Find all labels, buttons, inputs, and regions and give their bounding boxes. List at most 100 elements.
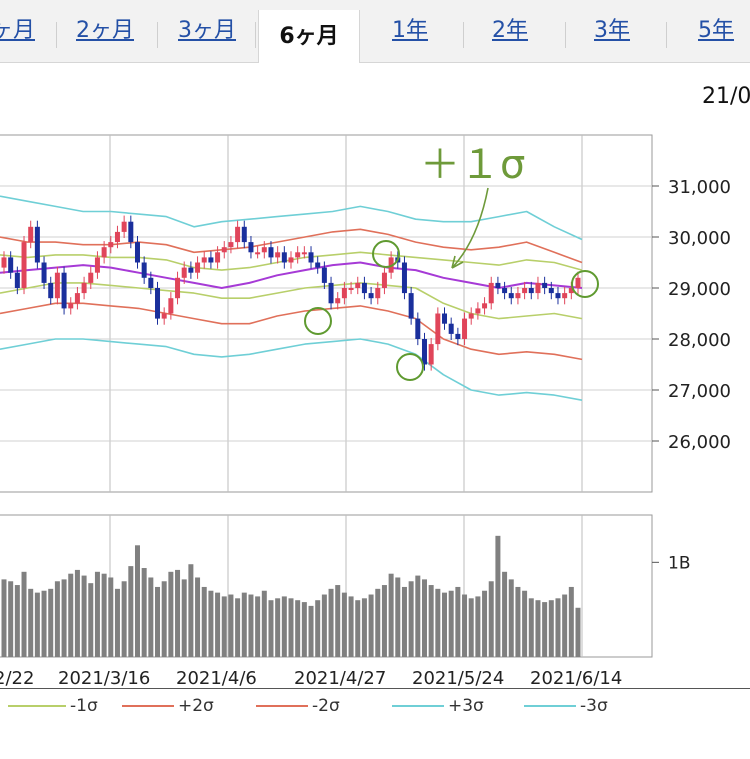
legend-label: -3σ — [580, 696, 608, 716]
candle-body — [141, 262, 147, 278]
candle-body — [81, 282, 87, 294]
volume-bar — [548, 600, 554, 657]
candle-body — [495, 282, 501, 288]
volume-bar — [68, 573, 74, 657]
band-line-plus2sigma — [0, 228, 583, 264]
candle-body — [555, 293, 561, 299]
y-tick-label: 26,000 — [668, 432, 731, 453]
volume-bar — [255, 596, 261, 657]
volume-bar — [148, 577, 154, 657]
tab-4[interactable]: 1年 — [392, 18, 428, 43]
volume-bar — [28, 588, 34, 657]
x-tick-label: 2021/4/27 — [294, 668, 386, 689]
latest-date-label: 21/0 — [702, 84, 750, 109]
volume-bar — [502, 571, 508, 657]
volume-bar — [562, 594, 568, 657]
volume-bar — [215, 592, 221, 657]
candle-body — [215, 252, 221, 263]
volume-bar — [381, 585, 387, 657]
candle-body — [208, 257, 214, 263]
volume-bar — [54, 581, 60, 657]
volume-bar — [442, 592, 448, 657]
volume-bar — [535, 600, 541, 657]
candle-body — [121, 221, 127, 232]
candle-body — [368, 293, 374, 299]
volume-bar — [361, 598, 367, 657]
candle-body — [401, 262, 407, 294]
candle-body — [188, 267, 194, 273]
legend-label: -1σ — [70, 696, 98, 716]
tab-separator — [463, 22, 464, 48]
tab-5[interactable]: 2年 — [492, 18, 528, 43]
tab-1[interactable]: 2ヶ月 — [76, 18, 134, 43]
candle-body — [341, 288, 347, 299]
volume-bar — [114, 588, 120, 657]
tab-separator — [565, 22, 566, 48]
candle-body — [442, 313, 448, 324]
candle-body — [128, 221, 134, 243]
tab-7[interactable]: 5年 — [698, 18, 734, 43]
candle-body — [175, 277, 181, 299]
annotation-arrow — [451, 187, 489, 269]
chart-bottom-rule — [0, 688, 750, 689]
volume-bar — [321, 594, 327, 657]
highlight-circle — [304, 307, 332, 335]
candle-body — [428, 344, 434, 365]
volume-bar — [121, 581, 127, 657]
candle-body — [361, 282, 367, 294]
volume-bar — [388, 573, 394, 657]
volume-bar — [408, 581, 414, 657]
volume-bar — [395, 577, 401, 657]
candle-body — [14, 272, 20, 288]
tab-2[interactable]: 3ヶ月 — [178, 18, 236, 43]
volume-bar — [181, 579, 187, 657]
candle-body — [308, 252, 314, 263]
tab-6[interactable]: 3年 — [594, 18, 630, 43]
volume-bar — [175, 569, 181, 657]
candle-body — [562, 293, 568, 299]
candle-body — [268, 247, 274, 258]
candle-body — [155, 288, 161, 319]
candle-body — [108, 242, 114, 248]
candle-body — [408, 293, 414, 319]
volume-bar — [555, 598, 561, 657]
y-tick-label: 30,000 — [668, 228, 731, 249]
x-tick-label: 2021/4/6 — [176, 668, 257, 689]
volume-bar — [61, 579, 67, 657]
volume-bar — [288, 598, 294, 657]
candle-body — [54, 272, 60, 299]
tab-3[interactable]: 6ヶ月 — [258, 10, 360, 63]
volume-bar — [295, 600, 301, 657]
volume-bar — [328, 588, 334, 657]
candle-body — [375, 288, 381, 299]
volume-bar — [14, 585, 20, 657]
volume-bar — [221, 596, 227, 657]
candle-body — [522, 288, 528, 294]
band-line-minus2sigma — [0, 302, 583, 361]
candle-body — [114, 231, 120, 243]
y-tick-label: 29,000 — [668, 279, 731, 300]
volume-bar — [455, 586, 461, 657]
volume-bar — [341, 592, 347, 657]
candle-body — [502, 288, 508, 294]
volume-bar — [128, 566, 134, 657]
volume-bar — [482, 590, 488, 657]
volume-bar — [435, 588, 441, 657]
candle-body — [335, 298, 341, 304]
volume-bar — [248, 594, 254, 657]
candle-body — [281, 252, 287, 263]
volume-bar — [428, 585, 434, 657]
volume-bar — [495, 535, 501, 657]
volume-bar — [575, 607, 581, 657]
volume-bar — [415, 575, 421, 657]
candle-body — [221, 247, 227, 253]
tab-0[interactable]: ヶ月 — [0, 18, 35, 43]
candle-body — [421, 339, 427, 365]
volume-bar — [208, 590, 214, 657]
volume-bar — [301, 602, 307, 657]
highlight-circle — [396, 353, 424, 381]
volume-bar — [401, 586, 407, 657]
volume-bar — [268, 600, 274, 657]
candle-body — [34, 226, 40, 263]
band-line-minus3sigma — [0, 338, 583, 401]
